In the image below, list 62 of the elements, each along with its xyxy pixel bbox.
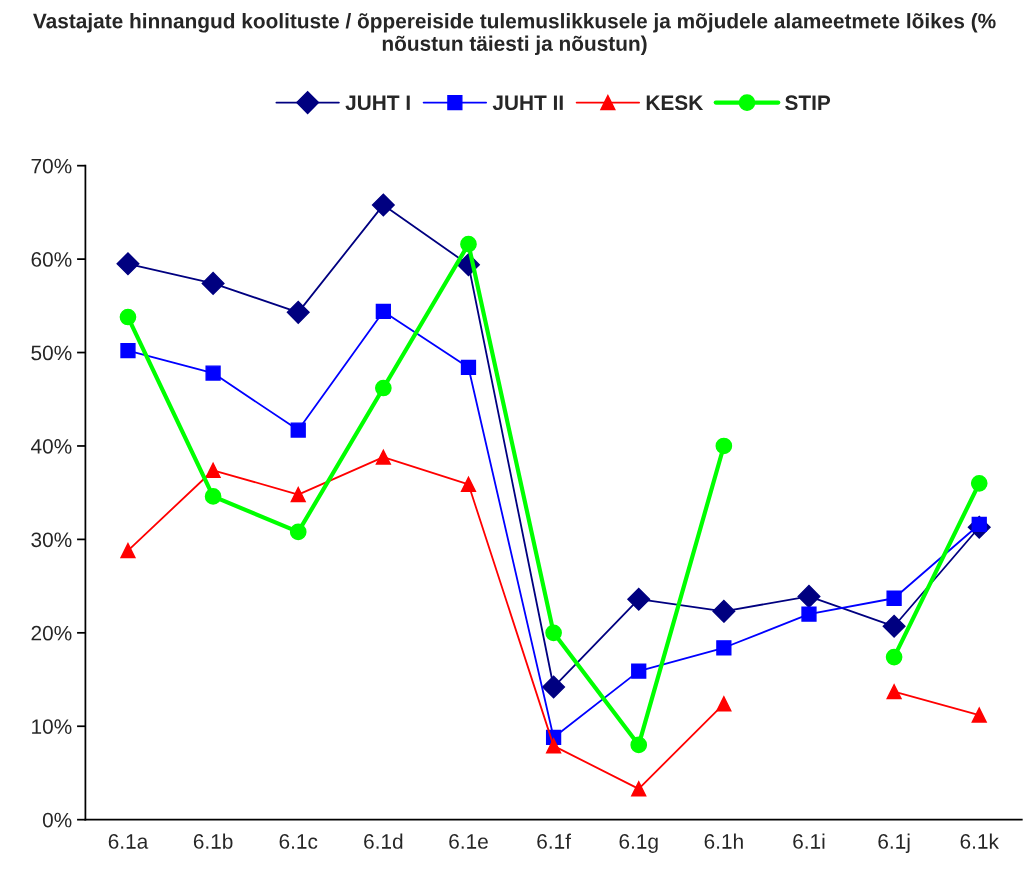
legend-label: JUHT II — [492, 95, 563, 111]
y-tick-label: 10% — [32, 719, 72, 735]
x-tick-label: 6.1i — [793, 833, 825, 849]
point — [545, 624, 562, 642]
point — [716, 696, 732, 712]
x-tick-label: 6.1b — [193, 833, 233, 849]
point — [375, 449, 391, 465]
point — [630, 736, 648, 754]
point — [205, 462, 221, 478]
chart-title: Vastajate hinnangud koolituste / õppereiside tulemuslikkusele ja mõjudele alameetmete lõikes (% nõustun täiesti ja nõustun) — [33, 13, 996, 56]
point — [371, 193, 395, 217]
point — [801, 606, 817, 622]
y-tick-label: 60% — [31, 252, 72, 267]
legend-label: JUHT I — [345, 95, 410, 111]
x-tick-label: 6.1e — [449, 834, 488, 849]
point — [627, 587, 651, 611]
point — [885, 648, 903, 666]
point — [120, 343, 136, 359]
point — [204, 488, 222, 505]
point — [970, 475, 988, 492]
point — [119, 308, 137, 326]
x-tick-label: 6.1c — [279, 834, 318, 849]
point — [545, 738, 562, 754]
point — [716, 640, 732, 656]
point — [460, 235, 477, 253]
x-tick-label: 6.1d — [364, 833, 403, 849]
point — [201, 271, 225, 295]
point — [375, 379, 392, 397]
point — [631, 663, 647, 679]
point — [715, 437, 733, 455]
point — [886, 684, 902, 700]
legend-label: STIP — [785, 95, 831, 111]
point — [542, 675, 566, 699]
point — [971, 707, 987, 723]
y-tick-label: 20% — [31, 625, 72, 641]
point — [116, 252, 140, 276]
point — [886, 590, 902, 606]
point — [460, 476, 477, 492]
x-tick-label: 6.1j — [878, 833, 910, 853]
x-tick-label: 6.1f — [537, 833, 572, 849]
x-tick-label: 6.1a — [108, 834, 149, 849]
point — [631, 781, 647, 797]
y-tick-label: 70% — [31, 158, 72, 174]
point — [290, 422, 306, 438]
point — [290, 486, 306, 503]
x-tick-label: 6.1k — [960, 833, 999, 849]
point — [797, 584, 821, 608]
point — [712, 599, 736, 623]
point — [460, 359, 477, 376]
y-tick-label: 0% — [42, 812, 72, 828]
x-tick-label: 6.1g — [619, 834, 658, 853]
y-tick-label: 30% — [31, 532, 72, 548]
legend-label: KESK — [646, 95, 704, 111]
point — [375, 303, 391, 320]
point — [286, 300, 310, 324]
point — [205, 365, 221, 381]
point — [882, 614, 906, 638]
y-tick-label: 50% — [31, 345, 72, 361]
x-tick-label: 6.1h — [704, 833, 743, 849]
y-tick-label: 40% — [31, 438, 72, 454]
point — [120, 542, 136, 559]
point — [289, 523, 307, 541]
